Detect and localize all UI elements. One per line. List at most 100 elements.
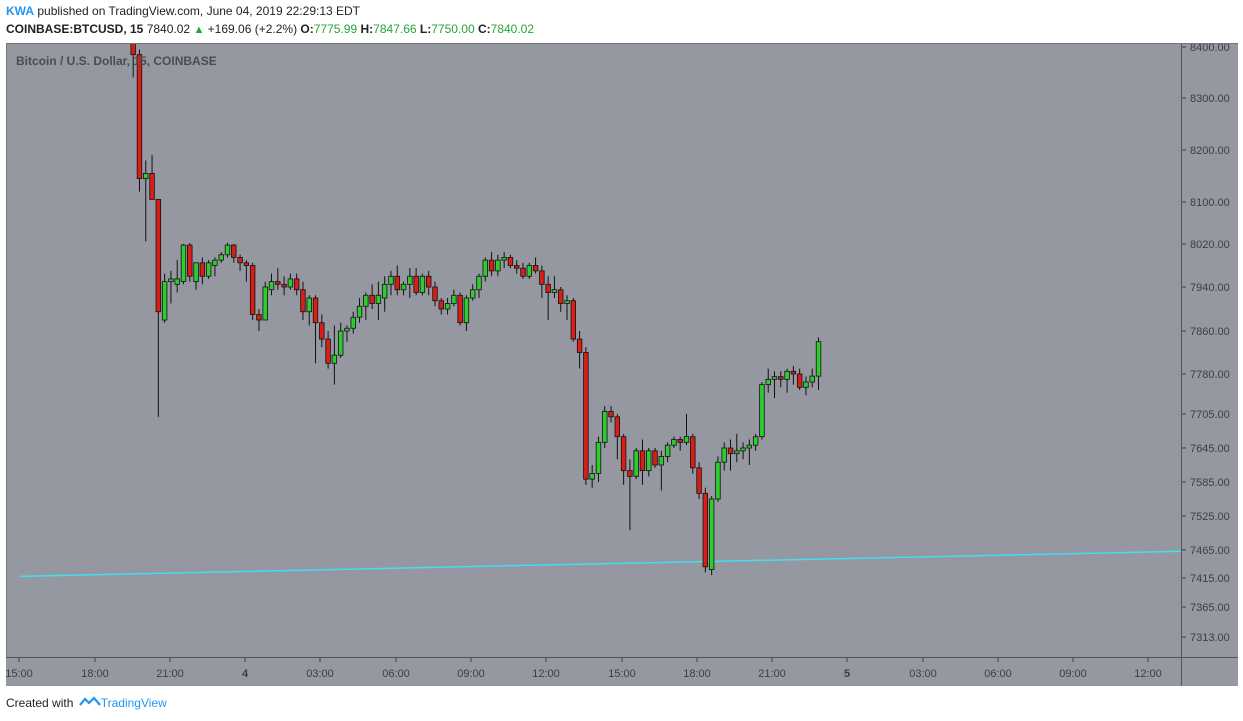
publish-info: KWA published on TradingView.com, June 0… [6,4,360,18]
candle [558,287,564,312]
price-tick-label: 7465.00 [1190,545,1230,557]
candle [778,371,784,388]
close-label: C: [477,22,491,36]
candle [664,442,671,463]
candle [224,242,231,258]
chart-pane[interactable]: Bitcoin / U.S. Dollar, 15, COINBASE [6,43,1182,658]
candle-body [407,275,413,285]
candle-body [558,289,564,304]
candle-body [589,473,595,480]
candle [344,325,350,342]
candle [193,262,199,290]
candle-body [620,436,627,472]
candle-body [319,322,325,340]
candle [520,262,526,279]
candle [721,442,727,471]
time-tick-label: 03:00 [306,668,334,680]
candle-body [658,456,665,466]
candle [306,295,312,326]
ohlc-line: COINBASE:BTCUSD, 15 7840.02 ▲ +169.06 (+… [6,22,534,36]
candle [771,371,778,398]
candle-body [143,172,149,179]
author-link[interactable]: KWA [6,4,34,18]
up-arrow-icon: ▲ [193,24,205,36]
candle-body [488,259,495,272]
candle-body [432,286,438,302]
price-tick-label: 7415.00 [1190,573,1230,585]
candle-body [293,278,300,291]
candle [325,331,331,369]
candle-body [796,373,803,388]
candle [275,268,281,290]
candle [287,273,294,290]
candle [671,436,677,448]
price-tick-label: 7705.00 [1190,409,1230,421]
candle-body [514,265,520,269]
candle-body [652,450,658,466]
candle [715,456,721,502]
published-text: published on TradingView.com, June 04, 2… [37,4,361,18]
candle [796,368,803,390]
candle [331,325,338,385]
candle-body [356,305,363,318]
candle-body [690,436,696,469]
candle [231,244,237,263]
candle [268,273,275,296]
candle [388,270,394,296]
candle [155,198,162,417]
candle-body [501,257,507,261]
candle-body [325,338,331,364]
candle-body [275,281,281,285]
time-tick-label: 18:00 [81,668,109,680]
candle [734,433,740,463]
price-axis[interactable]: 8400.00 8300.00 8200.00 8100.00 8020.00 7940.… [1181,42,1238,658]
candle-body [564,300,570,304]
candle-body [526,265,532,277]
candle-body [570,300,577,340]
high-value: 7847.66 [373,22,417,36]
time-tick-label: 4 [242,668,249,680]
time-tick-label: 21:00 [758,668,786,680]
candle-body [180,244,187,283]
candle-body [683,436,690,443]
candle [161,273,168,323]
chart-title: Bitcoin / U.S. Dollar, 15, COINBASE [16,54,217,68]
candle [174,260,180,293]
candle-body [664,444,671,457]
price-tick-label: 8400.00 [1190,44,1230,54]
candle-body [161,281,168,321]
candle [708,496,715,576]
candle-body [419,275,426,293]
time-tick-label: 06:00 [382,668,410,680]
candle [551,276,558,298]
candle [212,257,218,277]
candle [690,433,696,474]
time-tick-label: 15:00 [6,668,33,680]
candle [765,368,771,393]
candle-body [187,244,193,277]
candle-body [520,267,526,277]
price-tick-label: 7940.00 [1190,282,1230,294]
price-tick-label: 7645.00 [1190,443,1230,455]
candle [451,289,457,307]
candle-body [778,376,784,380]
tradingview-link[interactable]: TradingView [100,696,167,710]
candle-body [381,283,388,299]
candle-body [237,257,243,264]
candle [262,281,268,321]
candle-body [168,278,174,283]
candle-body [532,265,539,272]
candle-body [425,275,432,288]
candle [432,281,438,307]
time-axis[interactable]: 15:00 18:00 21:00 4 03:00 06:00 09:00 12:00 15:0… [5,657,1181,686]
candle-body [256,314,262,321]
candle [608,406,614,423]
candle [532,257,539,274]
candle-body [400,283,407,291]
candle-body [771,376,778,380]
time-tick-label: 09:00 [457,668,485,680]
candle [759,382,765,440]
candle [394,265,400,296]
candle [413,268,419,296]
candle-body [765,378,771,386]
